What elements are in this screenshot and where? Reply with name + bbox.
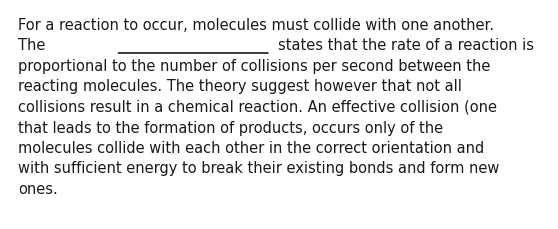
Text: states that the rate of a reaction is: states that the rate of a reaction is — [278, 38, 533, 53]
Text: ones.: ones. — [18, 181, 57, 196]
Text: with sufficient energy to break their existing bonds and form new: with sufficient energy to break their ex… — [18, 161, 499, 176]
Text: molecules collide with each other in the correct orientation and: molecules collide with each other in the… — [18, 140, 484, 155]
Text: reacting molecules. The theory suggest however that not all: reacting molecules. The theory suggest h… — [18, 79, 462, 94]
Text: proportional to the number of collisions per second between the: proportional to the number of collisions… — [18, 59, 490, 74]
Text: For a reaction to occur, molecules must collide with one another.: For a reaction to occur, molecules must … — [18, 18, 494, 33]
Text: that leads to the formation of products, occurs only of the: that leads to the formation of products,… — [18, 120, 443, 135]
Text: The: The — [18, 38, 50, 53]
Text: collisions result in a chemical reaction. An effective collision (one: collisions result in a chemical reaction… — [18, 100, 497, 114]
